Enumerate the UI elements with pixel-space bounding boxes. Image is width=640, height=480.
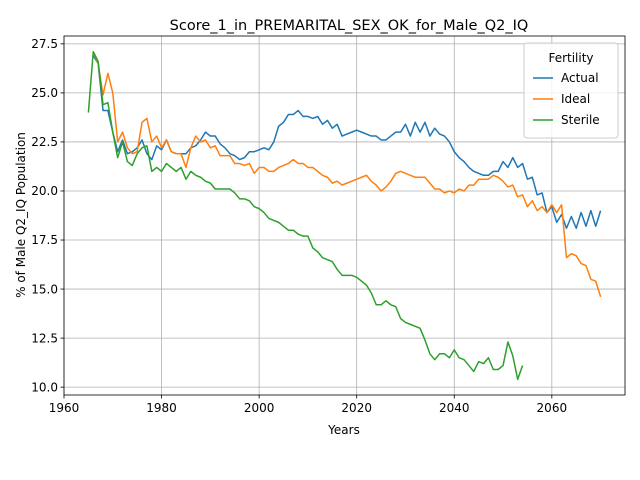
series-lines	[87, 50, 602, 381]
legend-box	[523, 42, 619, 139]
y-tick-label: 27.5	[31, 37, 58, 51]
legend-label-sterile: Sterile	[561, 113, 600, 127]
series-line-sterile	[87, 50, 524, 381]
x-axis-ticks: 1960 1980 2000 2020 2040 2060	[49, 395, 567, 415]
plot-frame	[63, 35, 626, 396]
x-tick-label: 2020	[341, 401, 372, 415]
y-tick-label: 10.0	[31, 380, 58, 394]
grid-lines	[63, 36, 625, 395]
legend-label-actual: Actual	[561, 71, 599, 85]
y-axis-label: % of Male Q2_IQ Population	[14, 132, 28, 298]
legend-title: Fertility	[548, 51, 593, 65]
legend-label-ideal: Ideal	[561, 92, 590, 106]
y-tick-label: 25.0	[31, 86, 58, 100]
y-tick-label: 22.5	[31, 135, 58, 149]
legend: Fertility Actual Ideal Sterile	[523, 42, 619, 139]
chart-title: Score_1_in_PREMARITAL_SEX_OK_for_Male_Q2…	[170, 18, 529, 34]
y-tick-label: 12.5	[31, 331, 58, 345]
y-tick-label: 15.0	[31, 282, 58, 296]
x-tick-label: 2060	[537, 401, 568, 415]
x-tick-label: 1980	[146, 401, 177, 415]
y-tick-label: 17.5	[31, 233, 58, 247]
x-axis-label: Years	[327, 423, 360, 437]
x-tick-label: 1960	[49, 401, 80, 415]
series-line-ideal	[92, 51, 602, 298]
y-axis-ticks: 10.0 12.5 15.0 17.5 20.0 22.5 25.0 27.5	[31, 37, 64, 394]
x-tick-label: 2000	[244, 401, 275, 415]
y-tick-label: 20.0	[31, 184, 58, 198]
x-tick-label: 2040	[439, 401, 470, 415]
